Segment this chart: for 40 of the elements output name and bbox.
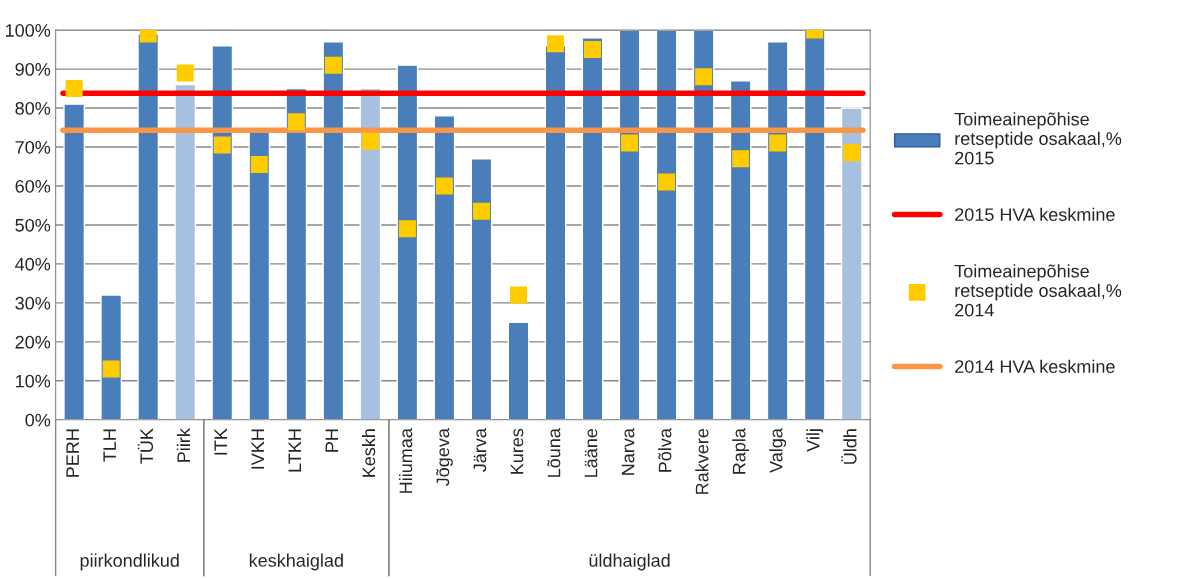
x-tick-label: Keskh [361,429,376,477]
text: keskhaiglad [249,553,343,571]
y-tick-label: 10% [16,374,51,388]
x-tick-label: Järva [473,428,487,472]
y-tick-label: 80% [15,101,51,115]
y-tick-label: 90% [15,63,51,76]
y-tick-label: 30% [15,296,51,310]
x-tick-label: ITK [214,428,227,455]
x-tick-label: PERH [66,429,79,477]
x-tick-label: Piirk [176,428,190,462]
y-tick-label: 50% [15,218,51,232]
x-tick-label: Valga [769,428,787,473]
x-tick-label: Rapla [732,428,750,474]
legend-label: 2014 HVA keskmine [955,359,1115,373]
legend-label: 2015 HVA keskmine [955,207,1115,221]
legend-label: Toimeainepõhise retseptide osakaal,% 2014 [954,264,1122,317]
x-tick-label: Jõgeva [436,428,453,487]
x-tick-label: Kures [510,428,524,474]
x-tick-label: Põlva [658,428,672,472]
y-tick-label: 100% [5,24,51,37]
y-tick-label: 20% [15,335,51,349]
x-tick-label: TLH [103,429,116,462]
x-tick-label: Narva [621,428,635,475]
x-tick-label: Hiiumaa [398,428,413,493]
x-tick-label: Üldh [841,429,857,464]
y-tick-label: 40% [15,257,51,271]
y-tick-label: 70% [15,140,51,154]
x-tick-label: Lõuna [547,428,561,477]
legend-label: Toimeainepõhise retseptide osakaal,% 2015 [954,112,1122,165]
y-tick-label: 0% [25,413,51,427]
x-tick-label: Rakvere [695,428,709,494]
x-tick-label: TÜK [137,428,154,464]
x-tick-label: Vilj [806,429,824,452]
x-tick-label: IVKH [251,429,264,469]
x-tick-label: Lääne [584,428,598,477]
x-tick-label: LTKH [288,429,301,472]
text: üldhaiglad [589,553,670,571]
y-tick-label: 60% [15,179,51,193]
x-tick-label: PH [325,429,339,452]
text: piirkondlikud [80,553,179,571]
